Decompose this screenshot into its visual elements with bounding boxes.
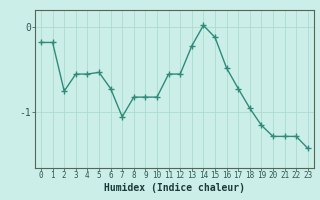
X-axis label: Humidex (Indice chaleur): Humidex (Indice chaleur) xyxy=(104,183,245,193)
